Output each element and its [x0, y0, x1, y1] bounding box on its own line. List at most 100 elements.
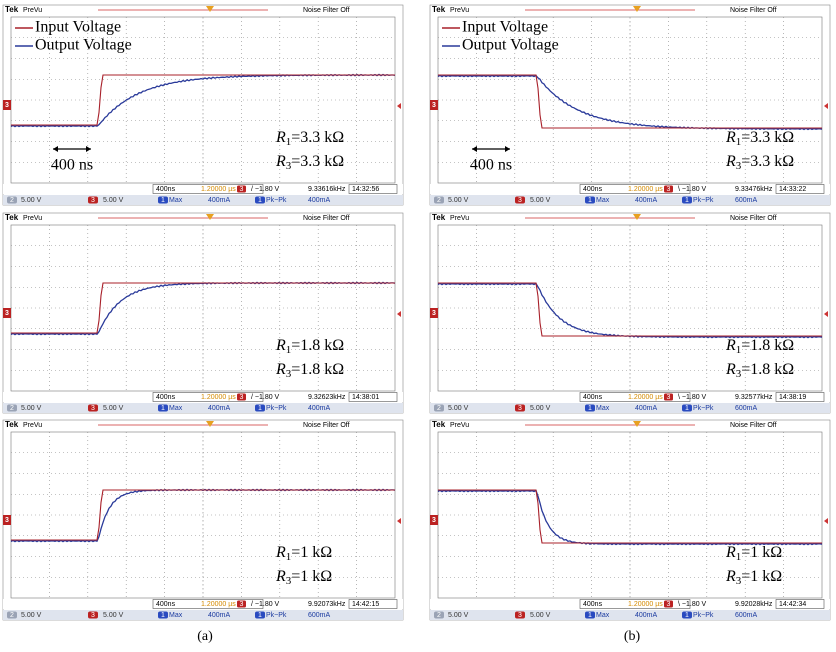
resistor-label: R1=1.8 kΩ: [275, 337, 344, 356]
channel-id: 2: [10, 405, 14, 412]
resistor-value: =3.3 kΩ: [291, 153, 344, 170]
brand: Tek: [5, 420, 19, 429]
measure-label: Pk−Pk: [266, 405, 287, 412]
channel-id: 1: [161, 405, 165, 412]
frequency: 9.32623kHz: [308, 394, 346, 401]
timebase: 400ns: [156, 601, 176, 608]
resistor-label: R3=3.3 kΩ: [275, 153, 344, 172]
resistor-value: =1 kΩ: [291, 544, 332, 561]
brand: Tek: [432, 420, 446, 429]
resistor-value: =1.8 kΩ: [291, 337, 344, 354]
legend-label: Output Voltage: [462, 37, 559, 54]
resistor-value: =1 kΩ: [741, 544, 782, 561]
mode: PreVu: [450, 422, 469, 429]
delay: 1.20000 µs: [201, 601, 236, 608]
timebase: 400ns: [156, 394, 176, 401]
channel-id: 3: [518, 197, 522, 204]
measure-value: 400mA: [308, 405, 331, 412]
noise-filter: Noise Filter Off: [730, 7, 777, 14]
legend-label: Input Voltage: [35, 19, 121, 36]
channel-id: 1: [258, 197, 262, 204]
measure-bar: [3, 610, 403, 620]
measure-label: Pk−Pk: [693, 612, 714, 619]
brand: Tek: [5, 213, 19, 222]
resistor-label: R3=1 kΩ: [725, 568, 782, 587]
resistor-value: =3.3 kΩ: [741, 129, 794, 146]
resistor-label: R1=1.8 kΩ: [725, 337, 794, 356]
measure-bar: [3, 195, 403, 205]
resistor-symbol: R: [725, 568, 736, 585]
frequency: 9.92073kHz: [308, 601, 346, 608]
figure: (a) (b) TekPreVuNoise Filter Off3Input V…: [0, 0, 836, 652]
channel-id: 3: [91, 612, 95, 619]
channel-id: 2: [437, 405, 441, 412]
channel-id: 1: [588, 197, 592, 204]
resistor-value: =1 kΩ: [291, 568, 332, 585]
resistor-value: =3.3 kΩ: [291, 129, 344, 146]
channel-id: 1: [258, 405, 262, 412]
resistor-value: =1.8 kΩ: [741, 361, 794, 378]
delay: 1.20000 µs: [201, 394, 236, 401]
resistor-label: R1=3.3 kΩ: [275, 129, 344, 148]
frequency: 9.33476kHz: [735, 186, 773, 193]
mode: PreVu: [23, 7, 42, 14]
resistor-label: R3=1 kΩ: [275, 568, 332, 587]
resistor-value: =1.8 kΩ: [291, 361, 344, 378]
channel-id: 2: [437, 197, 441, 204]
resistor-label: R1=1 kΩ: [725, 544, 782, 563]
ch2-scale: 5.00 V: [448, 405, 469, 412]
span-label: 400 ns: [470, 157, 512, 174]
trigger-channel: 3: [667, 186, 671, 193]
resistor-label: R3=1.8 kΩ: [725, 361, 794, 380]
scope-panel: TekPreVuNoise Filter Off3R1=1 kΩR3=1 kΩ4…: [3, 420, 403, 620]
trigger-level: / −1.80 V: [251, 601, 280, 608]
channel-badge-label: 3: [432, 517, 436, 524]
measure-label: Max: [596, 197, 610, 204]
caption: (a): [197, 629, 213, 644]
measure-value: 400mA: [635, 405, 658, 412]
noise-filter: Noise Filter Off: [730, 215, 777, 222]
measure-value: 400mA: [635, 197, 658, 204]
measure-bar: [3, 403, 403, 413]
channel-badge-label: 3: [5, 310, 9, 317]
frequency: 9.32577kHz: [735, 394, 773, 401]
resistor-symbol: R: [725, 153, 736, 170]
measure-label: Pk−Pk: [266, 612, 287, 619]
channel-badge-label: 3: [5, 517, 9, 524]
mode: PreVu: [450, 7, 469, 14]
legend-label: Output Voltage: [35, 37, 132, 54]
channel-id: 1: [161, 612, 165, 619]
measure-label: Max: [169, 405, 183, 412]
measure-label: Max: [169, 612, 183, 619]
brand: Tek: [5, 5, 19, 14]
scope-panel: TekPreVuNoise Filter Off3R1=1.8 kΩR3=1.8…: [430, 213, 830, 413]
measure-label: Max: [169, 197, 183, 204]
mode: PreVu: [23, 215, 42, 222]
channel-id: 3: [518, 405, 522, 412]
measure-value: 400mA: [308, 197, 331, 204]
measure-label: Pk−Pk: [693, 197, 714, 204]
scope-panel: TekPreVuNoise Filter Off3Input VoltageOu…: [430, 5, 830, 205]
resistor-label: R1=3.3 kΩ: [725, 129, 794, 148]
channel-id: 1: [588, 405, 592, 412]
measure-bar: [430, 195, 830, 205]
measure-value: 400mA: [635, 612, 658, 619]
noise-filter: Noise Filter Off: [303, 7, 350, 14]
noise-filter: Noise Filter Off: [303, 422, 350, 429]
ch2-scale: 5.00 V: [21, 405, 42, 412]
channel-id: 1: [685, 405, 689, 412]
measure-label: Max: [596, 405, 610, 412]
delay: 1.20000 µs: [628, 394, 663, 401]
measure-value: 400mA: [208, 405, 231, 412]
frequency: 9.33616kHz: [308, 186, 346, 193]
resistor-symbol: R: [275, 129, 286, 146]
measure-label: Pk−Pk: [266, 197, 287, 204]
measure-value: 600mA: [735, 405, 758, 412]
trigger-channel: 3: [240, 601, 244, 608]
clock: 14:38:19: [779, 394, 806, 401]
resistor-symbol: R: [725, 544, 736, 561]
channel-id: 3: [518, 612, 522, 619]
resistor-value: =1.8 kΩ: [741, 337, 794, 354]
